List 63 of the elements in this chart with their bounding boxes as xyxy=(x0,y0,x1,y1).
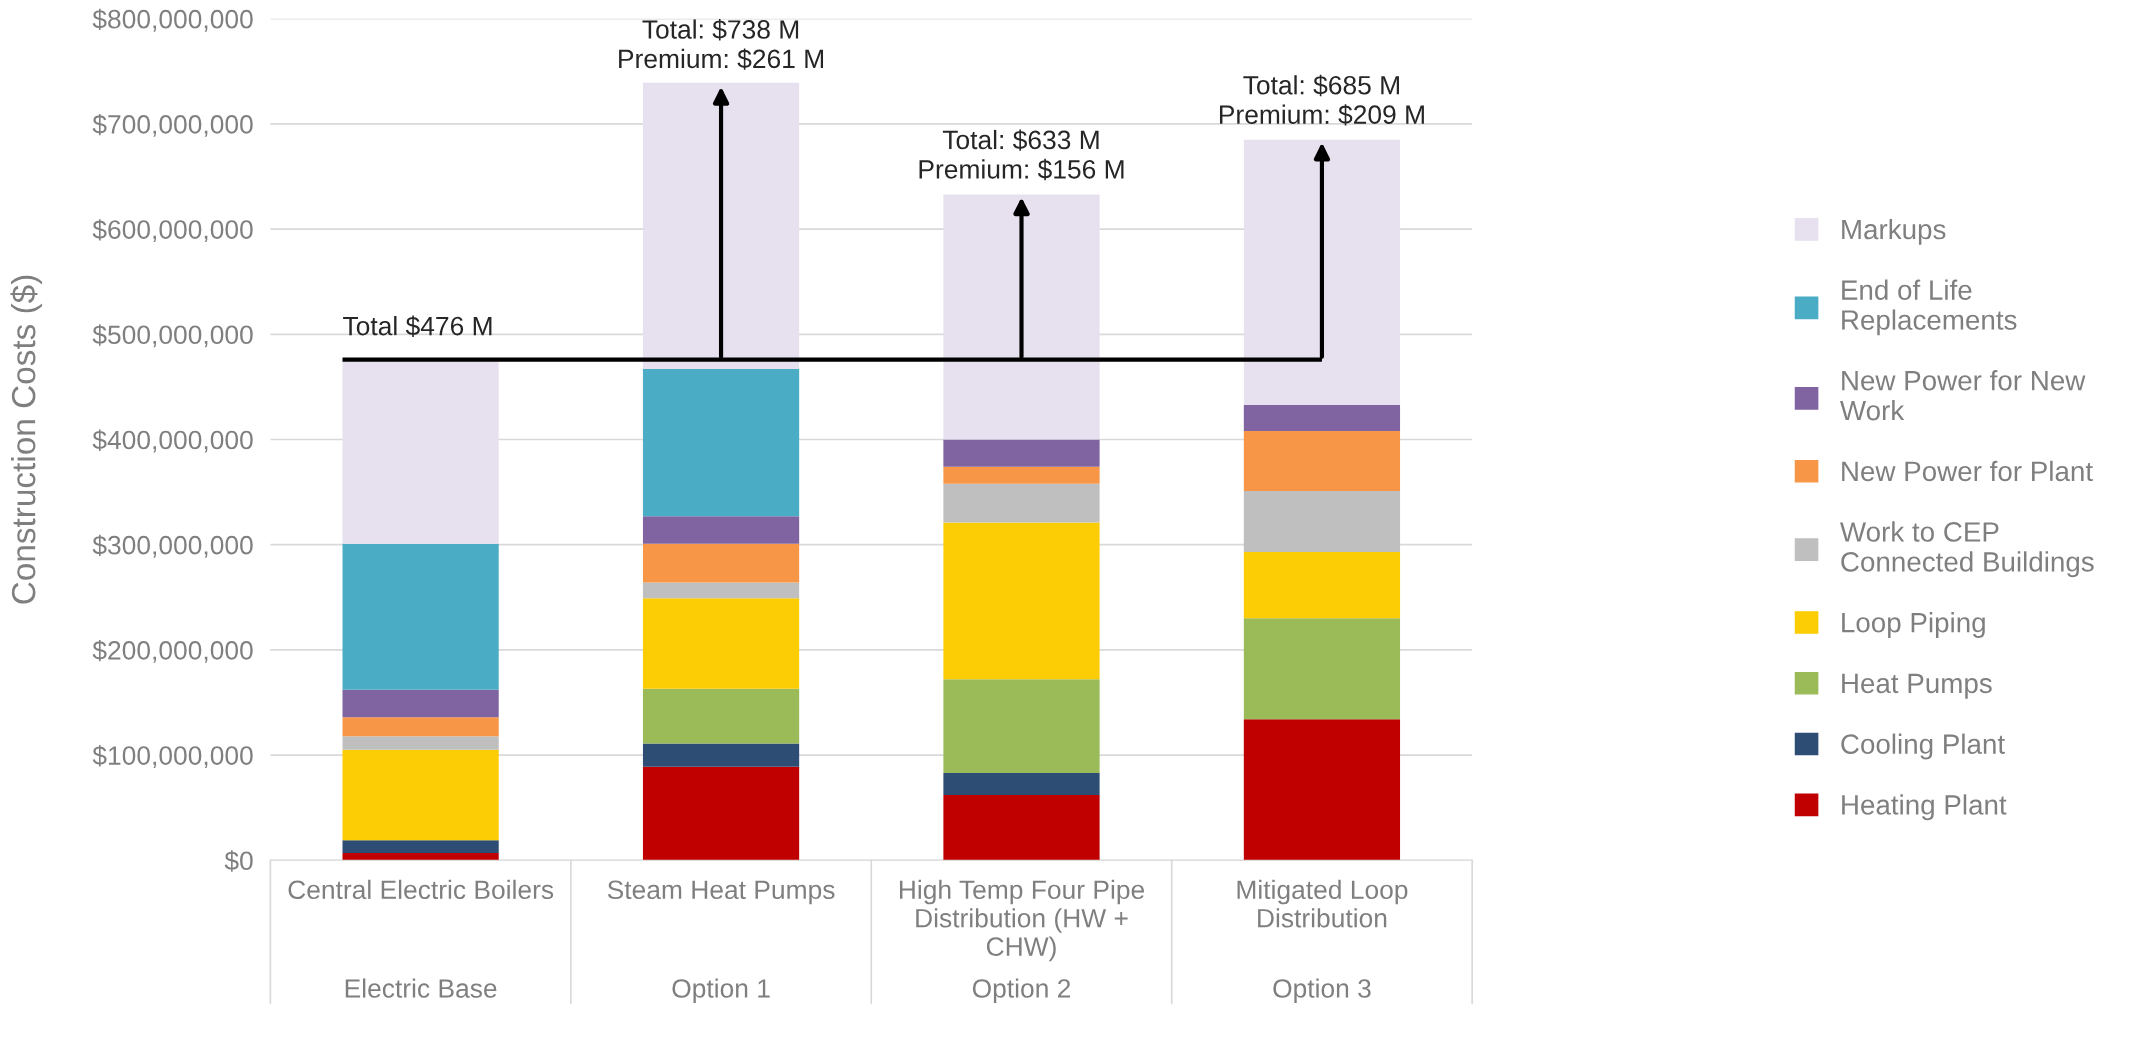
legend-label: Markups xyxy=(1842,218,1946,245)
x-tick-label: Steam Heat Pumps xyxy=(607,880,835,905)
bar xyxy=(342,717,499,737)
y-tick-label: $800,000,000 xyxy=(92,8,253,32)
bar xyxy=(642,369,800,517)
bar xyxy=(642,766,800,861)
annotation: Total: $738 M Premium: $261 M xyxy=(619,19,824,70)
bar xyxy=(943,439,1100,467)
bar xyxy=(1243,552,1401,619)
legend-label: End of Life Replacements xyxy=(1842,279,2017,336)
ref-line-label: Total $476 M xyxy=(343,315,492,337)
legend-label: Heat Pumps xyxy=(1842,673,1992,699)
bar xyxy=(642,598,800,689)
bar xyxy=(642,516,800,544)
legend-label: Loop Piping xyxy=(1842,612,1985,638)
y-tick-label: $200,000,000 xyxy=(92,639,253,663)
bar xyxy=(943,483,1100,523)
bar xyxy=(342,736,499,750)
bar xyxy=(1243,719,1401,861)
y-tick-label: $600,000,000 xyxy=(92,219,253,243)
bar xyxy=(342,852,499,861)
y-tick-label: $300,000,000 xyxy=(92,534,253,558)
bar xyxy=(1243,404,1401,432)
bar xyxy=(943,194,1100,440)
y-tick-label: $100,000,000 xyxy=(92,745,253,769)
annotation: Total: $633 M Premium: $156 M xyxy=(919,129,1124,181)
bar xyxy=(943,522,1100,680)
text: Electric Base xyxy=(345,978,497,998)
x-tick-label: High Temp Four Pipe Distribution (HW + CHW) xyxy=(899,879,1145,962)
bar xyxy=(1243,618,1401,720)
bar xyxy=(1243,139,1401,405)
text: Option 2 xyxy=(972,978,1071,1004)
bar xyxy=(642,743,800,767)
y-tick-label: $500,000,000 xyxy=(92,324,253,348)
y-tick-label: $0 xyxy=(224,850,253,872)
bar xyxy=(943,679,1100,773)
legend-label: Cooling Plant xyxy=(1841,733,2005,760)
text: Option 1 xyxy=(672,978,770,1004)
bar xyxy=(342,840,499,853)
bar xyxy=(943,795,1100,861)
legend-label: New Power for Plant xyxy=(1842,460,2093,482)
y-axis-title: Construction Costs ($) xyxy=(10,275,43,604)
y-tick-label: $700,000,000 xyxy=(92,113,253,137)
legend-label: Work to CEP Connected Buildings xyxy=(1840,521,2094,578)
bar xyxy=(642,82,800,370)
bar xyxy=(342,689,499,718)
bar xyxy=(1243,431,1401,492)
bar xyxy=(342,749,499,841)
bar xyxy=(1243,491,1401,553)
bar xyxy=(943,466,1100,484)
bar xyxy=(342,543,499,690)
bar xyxy=(342,359,499,544)
text: Option 3 xyxy=(1273,978,1371,1004)
legend-label: New Power for New Work xyxy=(1840,370,2086,421)
y-tick-label: $400,000,000 xyxy=(92,429,253,453)
x-tick-label: Central Electric Boilers xyxy=(288,879,554,900)
annotation: Total: $685 M Premium: $209 M xyxy=(1219,74,1424,126)
x-tick-label: Mitigated Loop Distribution xyxy=(1237,879,1408,928)
bar xyxy=(642,688,800,744)
bar xyxy=(642,543,800,583)
legend-label: Heating Plant xyxy=(1842,794,2007,821)
bar xyxy=(943,772,1100,796)
bar xyxy=(642,582,800,599)
